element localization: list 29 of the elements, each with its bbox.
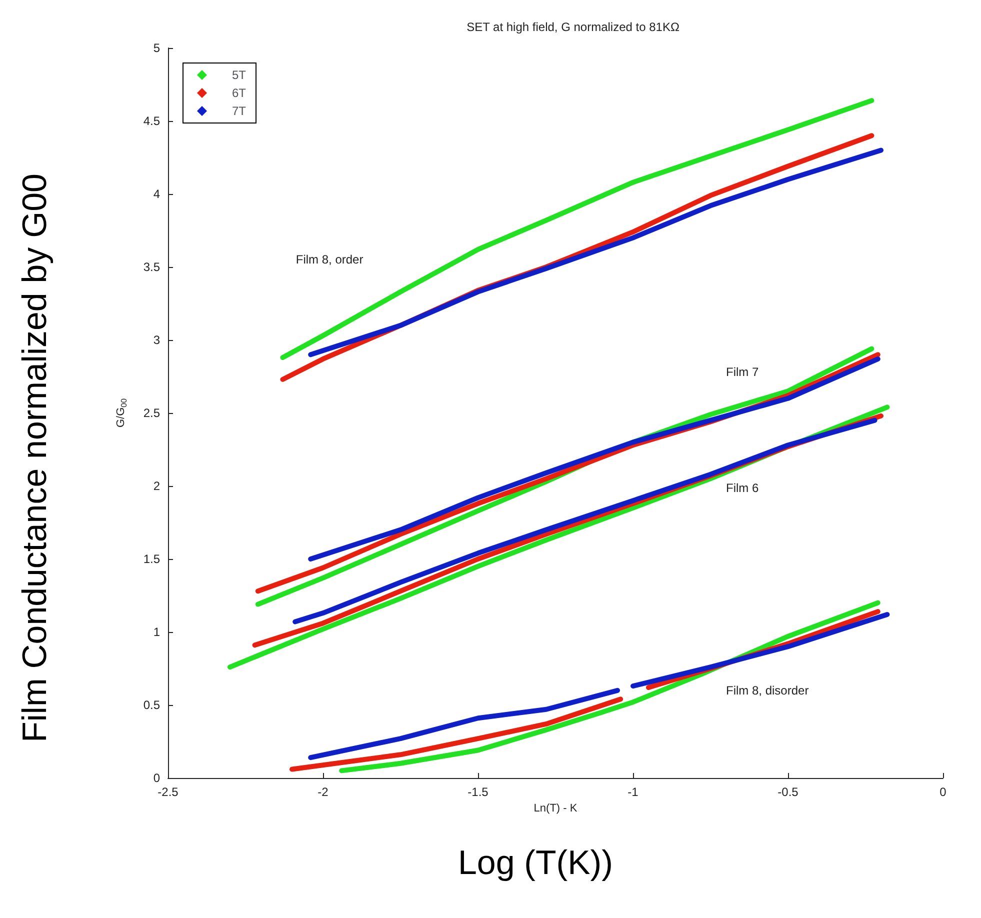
y-tick-label: 3.5	[143, 260, 160, 274]
text: Log (T(K))	[458, 844, 613, 882]
annotation: Film 8, disorder	[726, 683, 809, 698]
x-tick-label: -2.5	[158, 785, 179, 799]
y-tick-label: 0.5	[143, 698, 160, 712]
y-tick-label: 1	[153, 625, 160, 639]
text: Film Conductance normalized by G00	[16, 174, 54, 742]
annotation: Film 6	[726, 481, 759, 496]
x-tick-label: -2	[318, 785, 329, 799]
legend-label: 6T	[232, 86, 247, 100]
annotation: Film 7	[726, 365, 759, 380]
y-tick-label: 4.5	[143, 114, 160, 128]
y-tick-label: 5	[153, 41, 160, 55]
y-tick-label: 2.5	[143, 406, 160, 420]
x-tick-label: 0	[940, 785, 947, 799]
annotation: Film 8, order	[296, 252, 364, 267]
legend-label: 7T	[232, 104, 247, 118]
legend-label: 5T	[232, 68, 247, 82]
chart-title: SET at high field, G normalized to 81KΩ	[466, 20, 680, 34]
y-tick-label: 3	[153, 333, 160, 347]
x-tick-label: -1.5	[468, 785, 489, 799]
y-tick-label: 2	[153, 479, 160, 493]
x-axis-title: Ln(T) - K	[534, 802, 578, 814]
y-tick-label: 1.5	[143, 552, 160, 566]
x-tick-label: -0.5	[778, 785, 799, 799]
y-axis-title: G/G00	[115, 398, 128, 428]
y-tick-label: 0	[153, 771, 160, 785]
x-tick-label: -1	[628, 785, 639, 799]
y-tick-label: 4	[153, 187, 160, 201]
